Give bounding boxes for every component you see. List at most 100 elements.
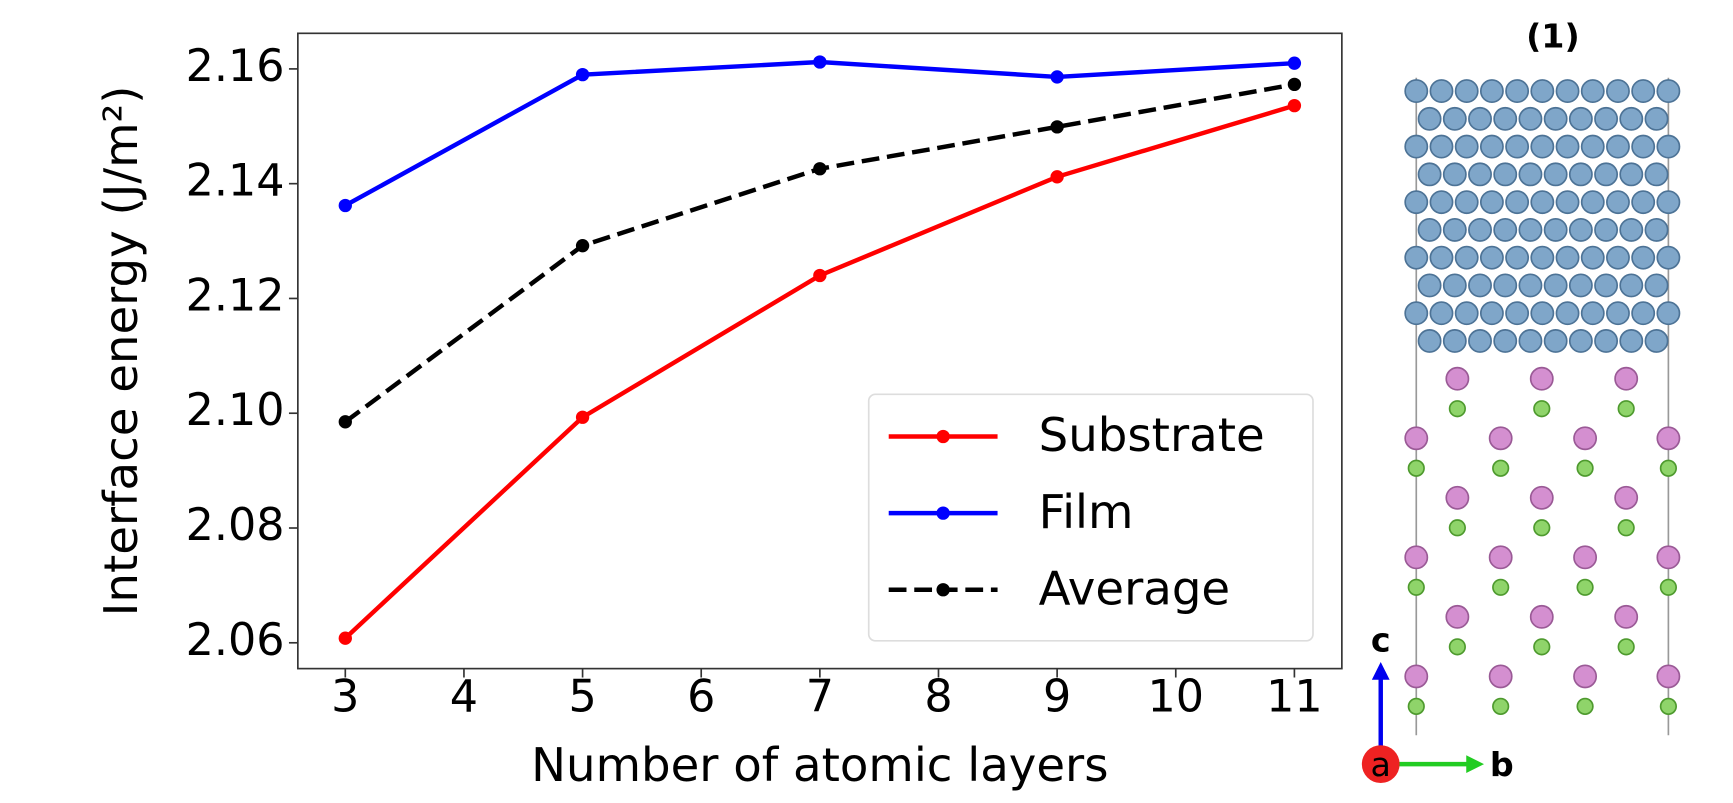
atom — [1545, 163, 1567, 185]
atom — [1661, 699, 1677, 715]
atom — [1574, 665, 1596, 687]
atom — [1506, 302, 1528, 324]
atom — [1534, 639, 1550, 655]
atom — [1444, 330, 1466, 352]
atom — [1620, 108, 1642, 130]
atom — [1645, 108, 1667, 130]
atom — [1481, 135, 1503, 157]
legend-marker — [936, 583, 949, 596]
atom — [1493, 580, 1509, 596]
atom — [1531, 247, 1553, 269]
atom — [1531, 302, 1553, 324]
atom — [1620, 330, 1642, 352]
point — [339, 415, 352, 428]
axis-c-label: c — [1371, 620, 1391, 659]
atom — [1444, 274, 1466, 296]
point — [1288, 99, 1301, 112]
atom — [1632, 302, 1654, 324]
point — [339, 632, 352, 645]
atom — [1430, 80, 1452, 102]
atom — [1490, 546, 1512, 568]
atom — [1582, 191, 1604, 213]
atom — [1430, 302, 1452, 324]
point — [1288, 78, 1301, 91]
atom — [1531, 368, 1553, 390]
atom — [1444, 108, 1466, 130]
atom — [1618, 520, 1634, 536]
atom — [1582, 302, 1604, 324]
atom — [1657, 302, 1679, 324]
atom — [1531, 80, 1553, 102]
y-tick-label: 2.12 — [186, 270, 285, 321]
atom — [1577, 699, 1593, 715]
atom — [1645, 219, 1667, 241]
atom — [1534, 401, 1550, 417]
atom — [1418, 274, 1440, 296]
atom — [1444, 163, 1466, 185]
atom — [1494, 163, 1516, 185]
atom — [1577, 580, 1593, 596]
atom — [1657, 247, 1679, 269]
atom — [1405, 80, 1427, 102]
series-line — [345, 62, 1294, 205]
atom — [1450, 639, 1466, 655]
atom — [1531, 487, 1553, 509]
atom — [1469, 219, 1491, 241]
atom — [1620, 219, 1642, 241]
atom — [1519, 330, 1541, 352]
atom — [1506, 191, 1528, 213]
atom — [1450, 520, 1466, 536]
atom — [1408, 699, 1424, 715]
atom — [1519, 163, 1541, 185]
atom — [1456, 247, 1478, 269]
x-tick-label: 7 — [806, 672, 834, 723]
axis-a-label: a — [1371, 745, 1391, 784]
atom — [1645, 163, 1667, 185]
atom — [1446, 368, 1468, 390]
x-tick-label: 9 — [1043, 672, 1071, 723]
atom — [1531, 191, 1553, 213]
atom — [1418, 219, 1440, 241]
atom — [1519, 219, 1541, 241]
atom — [1657, 665, 1679, 687]
atom — [1481, 191, 1503, 213]
atom — [1481, 247, 1503, 269]
atom — [1607, 191, 1629, 213]
y-tick-label: 2.10 — [186, 385, 285, 436]
atom — [1545, 219, 1567, 241]
atom — [1645, 274, 1667, 296]
point — [813, 162, 826, 175]
legend-label: Film — [1039, 485, 1134, 539]
atom — [1444, 219, 1466, 241]
atom — [1494, 108, 1516, 130]
atom — [1519, 108, 1541, 130]
atom — [1657, 427, 1679, 449]
point — [1288, 56, 1301, 69]
atom — [1574, 546, 1596, 568]
point — [576, 68, 589, 81]
atom — [1418, 330, 1440, 352]
atom — [1418, 163, 1440, 185]
atom — [1408, 580, 1424, 596]
atom — [1570, 219, 1592, 241]
atom — [1405, 135, 1427, 157]
atom — [1405, 191, 1427, 213]
y-tick-label: 2.08 — [186, 500, 285, 551]
x-tick-label: 3 — [331, 672, 359, 723]
atom — [1481, 80, 1503, 102]
atom — [1657, 80, 1679, 102]
atom — [1481, 302, 1503, 324]
x-tick-label: 10 — [1148, 672, 1205, 723]
atom — [1570, 274, 1592, 296]
atom — [1446, 487, 1468, 509]
y-axis-label: Interface energy (J/m²) — [94, 86, 148, 617]
atom — [1405, 546, 1427, 568]
atom — [1405, 247, 1427, 269]
y-tick-label: 2.16 — [186, 41, 285, 92]
y-tick-label: 2.14 — [186, 156, 285, 207]
atom — [1595, 330, 1617, 352]
atom — [1645, 330, 1667, 352]
atom — [1595, 274, 1617, 296]
atom — [1618, 639, 1634, 655]
atom — [1494, 274, 1516, 296]
